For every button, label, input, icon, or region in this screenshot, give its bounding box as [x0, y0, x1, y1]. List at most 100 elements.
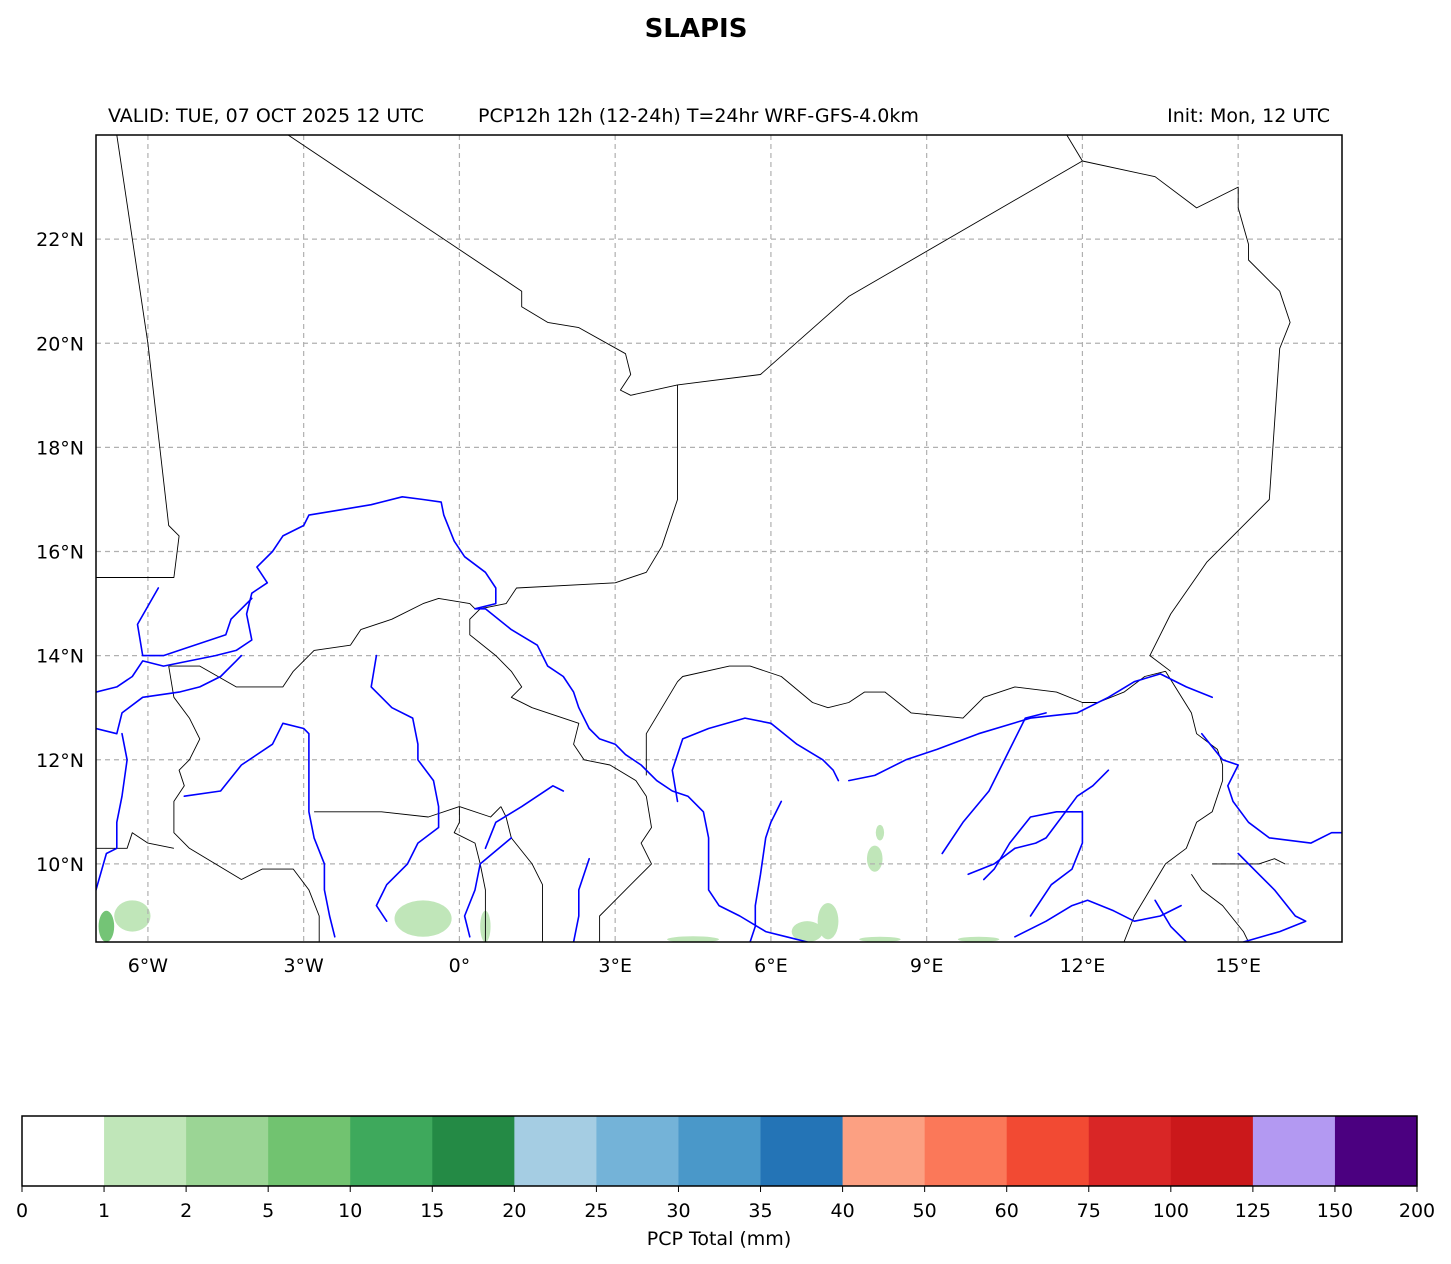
river: [136, 587, 253, 657]
longitude-tick-label: 0°: [449, 955, 471, 977]
colorbar-cell: [432, 1116, 515, 1186]
product-label: PCP12h 12h (12-24h) T=24hr WRF-GFS-4.0km: [478, 105, 919, 127]
colorbar-cell: [760, 1116, 844, 1186]
colorbar-tick-label: 125: [1235, 1200, 1271, 1222]
colorbar-tick-label: 40: [830, 1200, 854, 1222]
colorbar-tick-label: 20: [502, 1200, 526, 1222]
country-border: [96, 135, 180, 578]
precip-patch: [817, 902, 839, 940]
longitude-tick-label: 15°E: [1215, 955, 1261, 977]
country-border: [1191, 874, 1249, 942]
country-border: [500, 806, 543, 942]
init-time-label: Init: Mon, 12 UTC: [1167, 105, 1330, 127]
latitude-tick-label: 16°N: [36, 542, 84, 564]
colorbar-tick-label: 50: [913, 1200, 937, 1222]
river: [484, 785, 565, 850]
longitude-tick-label: 6°W: [128, 955, 169, 977]
colorbar-tick-label: 1: [98, 1200, 110, 1222]
river: [96, 732, 128, 891]
country-border: [469, 384, 678, 942]
river: [983, 811, 1084, 917]
colorbar-tick-label: 100: [1153, 1200, 1189, 1222]
colorbar-cell: [596, 1116, 679, 1186]
colorbar-cell: [514, 1116, 597, 1186]
map-area: 6°W 3°W 0° 3°E 6°E 9°E 12°E 15°E 22°N 20°N 18°N 16…: [36, 134, 1343, 977]
colorbar-tick-label: 5: [262, 1200, 274, 1222]
country-border: [314, 806, 502, 818]
latitude-tick-label: 18°N: [36, 437, 84, 459]
precip-patch: [114, 900, 151, 932]
precip-patch: [394, 900, 452, 937]
country-border: [645, 665, 1166, 776]
country-border: [96, 832, 174, 849]
colorbar-tick-label: 75: [1077, 1200, 1101, 1222]
river: [1014, 899, 1182, 938]
rivers: [96, 496, 1342, 942]
colorbar-tick-label: 25: [584, 1200, 608, 1222]
precip-patch: [98, 910, 115, 942]
colorbar-cell: [1334, 1116, 1418, 1186]
colorbar-cell: [1252, 1116, 1336, 1186]
colorbar-tick-label: 0: [16, 1200, 28, 1222]
longitude-labels: 6°W 3°W 0° 3°E 6°E 9°E 12°E 15°E: [128, 955, 1261, 977]
colorbar-cell: [842, 1116, 926, 1186]
colorbar-cell: [186, 1116, 269, 1186]
latitude-labels: 22°N 20°N 18°N 16°N 14°N 12°N 10°N: [36, 229, 84, 876]
country-border: [168, 597, 476, 688]
river: [183, 722, 336, 938]
country-border: [168, 666, 320, 942]
colorbar-cell: [22, 1116, 105, 1186]
river: [1237, 852, 1307, 942]
valid-time-label: VALID: TUE, 07 OCT 2025 12 UTC: [108, 105, 424, 127]
colorbar-tick-label: 200: [1399, 1200, 1435, 1222]
colorbar: 0 1 2 5 10 15 20 25 30 35 40 50 60 75 100 125 150 200 PCP…: [16, 1115, 1435, 1250]
precip-patch: [667, 936, 719, 942]
colorbar-tick-label: 30: [666, 1200, 690, 1222]
precip-patch: [875, 824, 885, 841]
precip-patch: [791, 921, 823, 942]
precipitation-layer: [98, 824, 1000, 942]
colorbar-tick-label: 15: [420, 1200, 444, 1222]
precip-patch: [957, 936, 1000, 942]
colorbar-cells: [22, 1116, 1418, 1186]
colorbar-cell: [350, 1116, 433, 1186]
latitude-tick-label: 20°N: [36, 333, 84, 355]
country-border: [287, 135, 1291, 672]
river: [370, 654, 440, 922]
colorbar-tick-label: 35: [748, 1200, 772, 1222]
colorbar-label: PCP Total (mm): [647, 1228, 791, 1250]
longitude-tick-label: 9°E: [910, 955, 944, 977]
river: [671, 717, 840, 803]
colorbar-cell: [104, 1116, 187, 1186]
river: [463, 837, 513, 938]
river: [572, 857, 590, 942]
river: [96, 496, 809, 942]
figure-title: SLAPIS: [645, 14, 748, 44]
colorbar-cell: [1088, 1116, 1172, 1186]
colorbar-cell: [678, 1116, 762, 1186]
colorbar-ticks: 0 1 2 5 10 15 20 25 30 35 40 50 60 75 100 125 150 200: [16, 1186, 1435, 1222]
river: [749, 800, 783, 942]
latitude-tick-label: 14°N: [36, 646, 84, 668]
river: [848, 673, 1213, 782]
colorbar-tick-label: 60: [995, 1200, 1019, 1222]
country-border: [1066, 135, 1083, 162]
river: [1154, 899, 1188, 942]
graticule: [96, 135, 1342, 942]
river: [941, 712, 1047, 855]
precip-patch: [866, 845, 883, 872]
longitude-tick-label: 12°E: [1060, 955, 1106, 977]
colorbar-cell: [924, 1116, 1008, 1186]
latitude-tick-label: 12°N: [36, 750, 84, 772]
colorbar-cell: [1006, 1116, 1090, 1186]
country-borders: [96, 135, 1291, 942]
map-frame: [95, 134, 1343, 943]
river: [96, 654, 243, 735]
colorbar-cell: [1170, 1116, 1254, 1186]
longitude-tick-label: 3°E: [598, 955, 632, 977]
latitude-tick-label: 22°N: [36, 229, 84, 251]
longitude-tick-label: 6°E: [754, 955, 788, 977]
colorbar-tick-label: 150: [1317, 1200, 1353, 1222]
river: [1201, 732, 1342, 844]
country-border: [1123, 671, 1224, 942]
